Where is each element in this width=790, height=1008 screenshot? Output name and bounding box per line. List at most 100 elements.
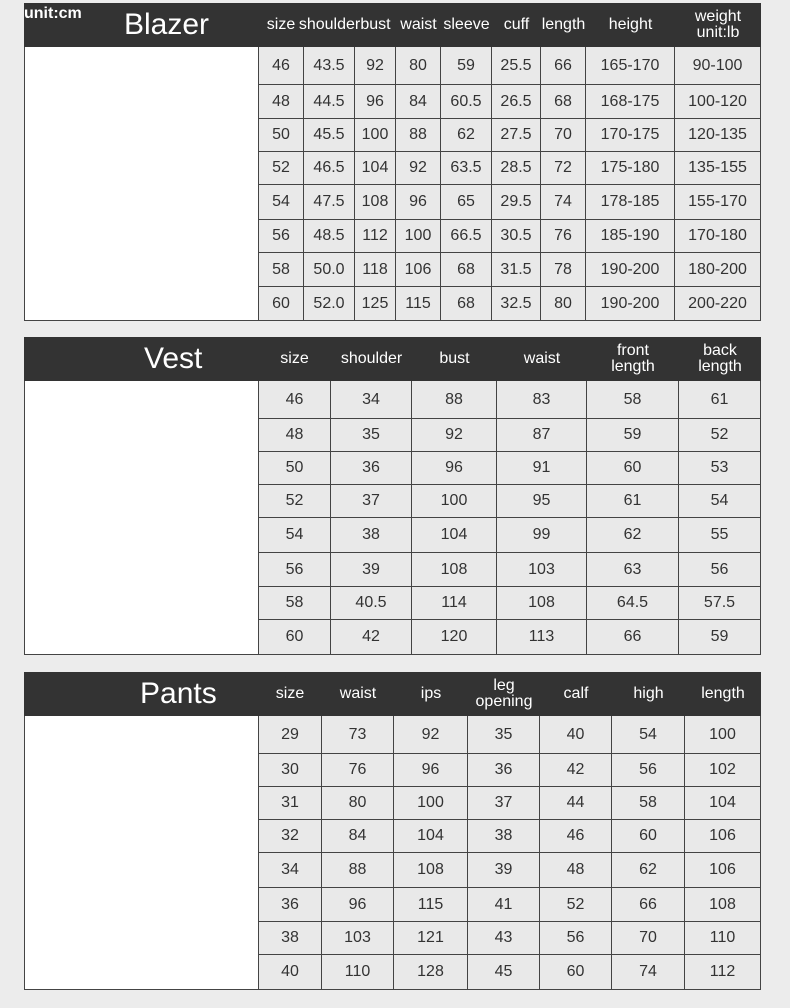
table-cell: 178-185: [586, 185, 675, 220]
table-cell: 60: [540, 955, 612, 990]
table-cell: 66: [541, 47, 586, 85]
table-cell: 42: [331, 620, 412, 655]
table-cell: 60: [587, 452, 679, 485]
column-header: length: [541, 16, 586, 33]
column-header: front length: [611, 342, 655, 375]
table-cell: 44: [540, 787, 612, 820]
table-cell: 103: [497, 553, 587, 587]
table-cell: 32.5: [492, 287, 541, 321]
table-cell: 63.5: [441, 152, 492, 185]
column-header: bust: [360, 16, 391, 33]
size-cell: 30: [258, 754, 322, 787]
table-cell: 27.5: [492, 119, 541, 152]
table-cell: 56: [612, 754, 685, 787]
table-title: Pants: [140, 677, 217, 710]
table-cell: 96: [412, 452, 497, 485]
table-cell: 106: [685, 853, 761, 888]
table-cell: 38: [331, 518, 412, 553]
table-cell: 104: [355, 152, 396, 185]
size-cell: 54: [258, 185, 304, 220]
table-cell: 112: [685, 955, 761, 990]
table-cell: 43.5: [304, 47, 355, 85]
table-cell: 170-175: [586, 119, 675, 152]
table-cell: 88: [322, 853, 394, 888]
table-cell: 43: [468, 922, 540, 955]
table-cell: 108: [355, 185, 396, 220]
table-cell: 100: [394, 787, 468, 820]
column-header: size: [266, 16, 296, 33]
table-cell: 26.5: [492, 85, 541, 119]
size-cell: 56: [258, 553, 331, 587]
table-cell: 74: [612, 955, 685, 990]
table-cell: 115: [396, 287, 441, 321]
table-cell: 185-190: [586, 220, 675, 253]
table-cell: 61: [679, 381, 761, 419]
table-cell: 52: [679, 419, 761, 452]
table-cell: 95: [497, 485, 587, 518]
table-cell: 170-180: [675, 220, 761, 253]
table-cell: 50.0: [304, 253, 355, 287]
product-image-area: [24, 381, 258, 655]
table-cell: 113: [497, 620, 587, 655]
table-cell: 168-175: [586, 85, 675, 119]
table-cell: 80: [396, 47, 441, 85]
table-cell: 155-170: [675, 185, 761, 220]
size-cell: 50: [258, 119, 304, 152]
table-cell: 70: [541, 119, 586, 152]
table-cell: 55: [679, 518, 761, 553]
table-cell: 108: [497, 587, 587, 620]
table-cell: 104: [685, 787, 761, 820]
table-cell: 108: [685, 888, 761, 922]
table-cell: 57.5: [679, 587, 761, 620]
table-cell: 92: [396, 152, 441, 185]
table-cell: 62: [441, 119, 492, 152]
table-cell: 92: [355, 47, 396, 85]
table-cell: 52: [540, 888, 612, 922]
table-cell: 73: [322, 716, 394, 754]
table-cell: 104: [394, 820, 468, 853]
size-cell: 34: [258, 853, 322, 888]
pants-header-bar: Pants size waist ips leg opening calf high leng…: [24, 672, 761, 716]
table-cell: 36: [468, 754, 540, 787]
column-header: ips: [420, 685, 442, 702]
table-cell: 34: [331, 381, 412, 419]
size-cell: 46: [258, 381, 331, 419]
table-cell: 84: [322, 820, 394, 853]
table-cell: 120-135: [675, 119, 761, 152]
table-cell: 88: [396, 119, 441, 152]
table-cell: 62: [587, 518, 679, 553]
table-cell: 76: [322, 754, 394, 787]
size-cell: 56: [258, 220, 304, 253]
size-cell: 60: [258, 620, 331, 655]
table-cell: 104: [412, 518, 497, 553]
blazer-header-bar: unit:cm Blazer size shoulder bust waist sleeve…: [24, 3, 761, 47]
column-header: height: [608, 16, 653, 33]
table-cell: 175-180: [586, 152, 675, 185]
size-cell: 52: [258, 152, 304, 185]
table-cell: 99: [497, 518, 587, 553]
column-header: length: [701, 685, 745, 702]
table-cell: 100: [355, 119, 396, 152]
table-cell: 102: [685, 754, 761, 787]
size-cell: 40: [258, 955, 322, 990]
table-cell: 96: [396, 185, 441, 220]
size-cell: 36: [258, 888, 322, 922]
table-cell: 68: [441, 287, 492, 321]
column-header: waist: [339, 685, 377, 702]
table-cell: 74: [541, 185, 586, 220]
table-cell: 39: [331, 553, 412, 587]
table-cell: 100-120: [675, 85, 761, 119]
table-cell: 39: [468, 853, 540, 888]
table-cell: 56: [679, 553, 761, 587]
column-header: shoulder: [298, 16, 361, 33]
size-cell: 58: [258, 253, 304, 287]
column-header: shoulder: [340, 350, 403, 367]
table-cell: 118: [355, 253, 396, 287]
column-header: waist: [523, 350, 561, 367]
table-cell: 125: [355, 287, 396, 321]
size-cell: 60: [258, 287, 304, 321]
table-cell: 88: [412, 381, 497, 419]
table-cell: 110: [685, 922, 761, 955]
table-cell: 180-200: [675, 253, 761, 287]
table-cell: 45.5: [304, 119, 355, 152]
